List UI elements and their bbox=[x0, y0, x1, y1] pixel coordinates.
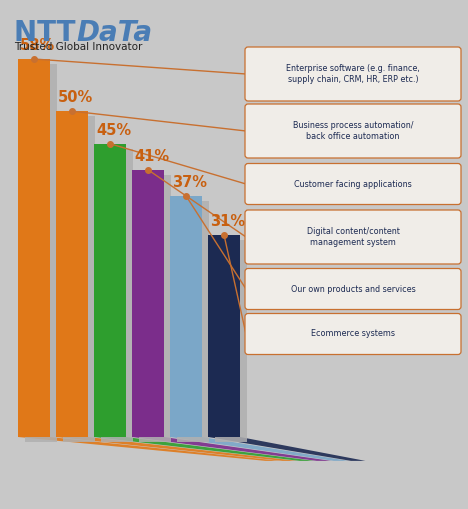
FancyBboxPatch shape bbox=[245, 104, 461, 158]
Polygon shape bbox=[208, 437, 366, 461]
Bar bbox=[25, 64, 57, 442]
FancyBboxPatch shape bbox=[245, 163, 461, 205]
Text: Ecommerce systems: Ecommerce systems bbox=[311, 329, 395, 338]
Text: 31%: 31% bbox=[210, 214, 245, 229]
FancyBboxPatch shape bbox=[245, 210, 461, 264]
Text: Our own products and services: Our own products and services bbox=[291, 285, 416, 294]
Text: Trusted Global Innovator: Trusted Global Innovator bbox=[14, 42, 142, 52]
Text: 45%: 45% bbox=[96, 123, 131, 138]
Polygon shape bbox=[56, 437, 297, 461]
Text: Digital content/content
management system: Digital content/content management syste… bbox=[307, 227, 399, 247]
Text: 41%: 41% bbox=[134, 149, 169, 164]
Bar bbox=[139, 175, 171, 442]
Polygon shape bbox=[18, 437, 280, 461]
Text: Customer facing applications: Customer facing applications bbox=[294, 180, 412, 188]
Bar bbox=[94, 144, 126, 437]
Text: 50%: 50% bbox=[58, 90, 93, 105]
Bar bbox=[18, 59, 50, 437]
Text: 37%: 37% bbox=[172, 175, 207, 190]
Bar bbox=[101, 149, 133, 442]
FancyBboxPatch shape bbox=[245, 47, 461, 101]
Bar bbox=[208, 235, 240, 437]
Polygon shape bbox=[94, 437, 314, 461]
Bar bbox=[132, 170, 164, 437]
Polygon shape bbox=[170, 437, 348, 461]
Bar bbox=[177, 201, 209, 442]
Polygon shape bbox=[132, 437, 331, 461]
Bar bbox=[170, 196, 202, 437]
FancyBboxPatch shape bbox=[245, 314, 461, 354]
Text: Business process automation/
back office automation: Business process automation/ back office… bbox=[293, 121, 413, 142]
Bar bbox=[215, 240, 247, 442]
Text: NTT: NTT bbox=[14, 19, 85, 47]
FancyBboxPatch shape bbox=[245, 269, 461, 309]
Text: DaTa: DaTa bbox=[76, 19, 152, 47]
Bar bbox=[56, 111, 88, 437]
Bar bbox=[63, 116, 95, 442]
Text: 58%: 58% bbox=[20, 38, 55, 53]
Text: Enterprise software (e.g. finance,
supply chain, CRM, HR, ERP etc.): Enterprise software (e.g. finance, suppl… bbox=[286, 64, 420, 84]
